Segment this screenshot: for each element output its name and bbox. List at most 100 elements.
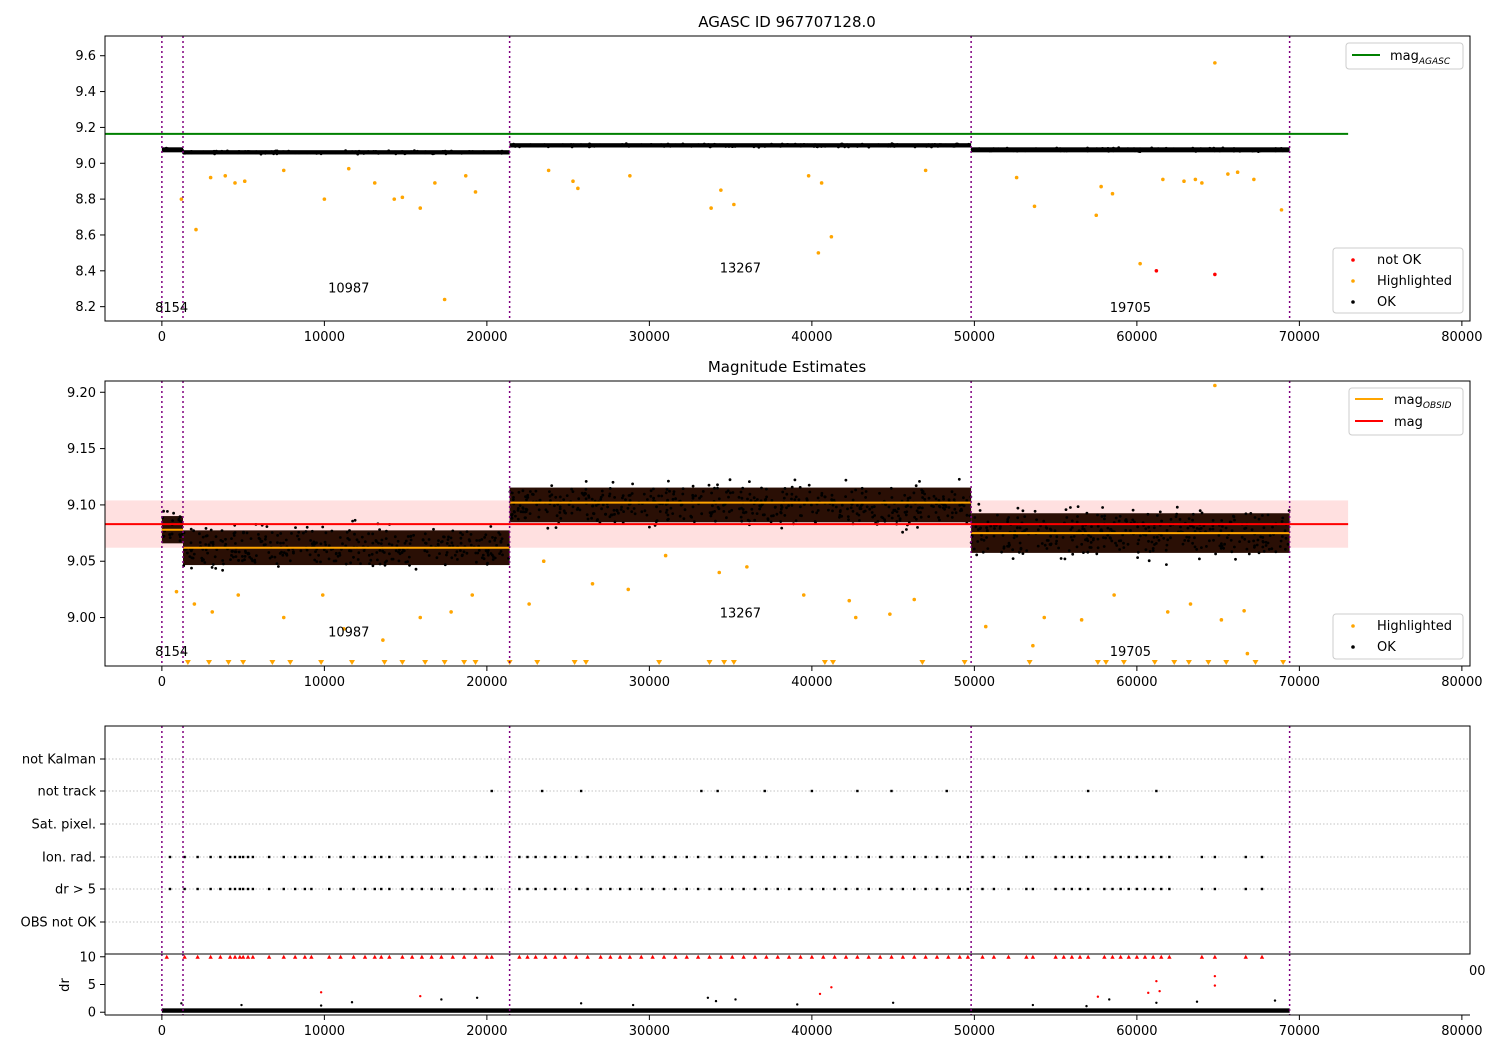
- panel-4-capped-marker: [809, 954, 815, 959]
- panel-2-ok-point: [913, 515, 916, 519]
- panel-4-capped-marker: [372, 954, 377, 959]
- panel-2-ok-point: [1195, 548, 1199, 551]
- panel-2-highlighted-point: [1242, 609, 1246, 613]
- panel-2-ok-point: [512, 496, 515, 499]
- panel-2-ok-point: [1023, 529, 1026, 533]
- panel-1-highlighted-point: [719, 188, 723, 192]
- panel-1-ok-point: [959, 144, 963, 147]
- panel-4-capped-marker: [673, 954, 678, 959]
- panel-1-ok-point: [1201, 147, 1205, 151]
- panel-2-ok-point: [1002, 546, 1006, 550]
- panel-2-ok-point: [500, 537, 504, 541]
- panel-2-ok-point: [1124, 519, 1127, 522]
- panel-2-ok-point: [728, 478, 732, 482]
- panel-1-highlighted-point: [732, 202, 736, 207]
- panel-2-ok-point: [887, 514, 891, 518]
- panel-2-ok-point: [996, 513, 999, 517]
- panel-2-ok-point: [310, 529, 314, 533]
- panel-3-flag-point: [401, 855, 404, 859]
- panel-4-dr-point: [706, 996, 710, 1000]
- panel-2-ok-point: [785, 492, 789, 496]
- panel-2-ok-point: [927, 515, 931, 518]
- panel-2-highlighted-point: [1245, 651, 1250, 656]
- panel-4-xtick-label: 80000: [1441, 1024, 1482, 1039]
- panel-3-flag-point: [1155, 789, 1158, 793]
- panel-1-ytick-label: 8.8: [75, 193, 96, 208]
- panel-2-ok-point: [491, 558, 495, 561]
- panel-4-capped-marker: [218, 954, 223, 959]
- panel-3-flag-point: [380, 855, 383, 859]
- panel-3-flag-point: [1086, 887, 1090, 891]
- panel-2-ok-point: [443, 563, 447, 567]
- panel-1-ok-point: [271, 151, 275, 154]
- panel-2-ok-point: [981, 550, 985, 554]
- panel-2-ok-point: [737, 495, 741, 499]
- panel-3-flag-point: [890, 855, 893, 859]
- panel-2-ok-point: [475, 560, 478, 564]
- panel-1-obsid-label: 8154: [155, 301, 188, 316]
- panel-1-highlighted-point: [1193, 177, 1198, 182]
- panel-1-ok-point: [1197, 147, 1201, 151]
- panel-2-ok-point: [645, 513, 649, 517]
- panel-1-ok-point: [190, 151, 193, 155]
- panel-2-ok-point: [918, 480, 921, 483]
- panel-2-ok-point: [202, 558, 205, 562]
- panel-3-flag-point: [373, 855, 376, 859]
- panel-3-flag-point: [209, 855, 212, 859]
- panel-2-ok-point: [1193, 545, 1197, 549]
- panel-1-ok-point: [1128, 148, 1132, 152]
- panel-3-flag-point: [1062, 887, 1065, 891]
- panel-2-ok-point: [1198, 509, 1202, 512]
- panel-2-ok-point: [209, 541, 213, 544]
- panel-3-flag-point: [913, 887, 916, 891]
- panel-1-ok-point: [571, 143, 575, 147]
- panel-2-ok-point: [1131, 518, 1135, 522]
- panel-3-flag-point: [844, 887, 848, 891]
- panel-2-ok-point: [974, 525, 978, 529]
- panel-2-ok-point: [816, 496, 820, 500]
- panel-2-ok-point: [1218, 544, 1222, 548]
- panel-3-flag-point: [822, 887, 825, 891]
- panel-1-ok-point: [397, 150, 400, 154]
- panel-2-ok-point: [1200, 546, 1203, 549]
- panel-2-ok-point: [499, 540, 503, 544]
- panel-1-ok-point: [302, 150, 306, 154]
- panel-2-ok-point: [1151, 549, 1155, 552]
- panel-2-ok-point: [716, 483, 719, 487]
- panel-1-ok-point: [890, 142, 894, 146]
- panel-3-flag-point: [1111, 887, 1114, 891]
- panel-3-flag-point: [924, 887, 927, 891]
- panel-2-highlighted-point: [745, 565, 749, 569]
- panel-2-ok-point: [1200, 511, 1204, 515]
- panel-2-highlighted-point: [1165, 610, 1170, 614]
- panel-1-ok-point: [490, 151, 493, 155]
- panel-1-ok-point: [1189, 148, 1193, 152]
- panel-2-ok-point: [186, 551, 189, 555]
- panel-2-ok-point: [1082, 551, 1085, 554]
- panel-2-ok-point: [166, 510, 169, 513]
- panel-3-flag-point: [924, 855, 927, 859]
- panel-2-highlighted-point: [342, 627, 346, 631]
- panel-1-ok-point: [1231, 148, 1235, 152]
- panel-2-ok-point: [450, 556, 454, 560]
- panel-4-capped-marker: [227, 954, 233, 959]
- panel-2-ok-point: [871, 515, 875, 519]
- panel-3-flag-point: [410, 887, 414, 891]
- panel-3-flag-point: [810, 887, 814, 891]
- panel-2-ok-point: [1042, 519, 1046, 523]
- panel-1-ok-point: [356, 152, 360, 156]
- panel-2-ok-point: [600, 489, 604, 493]
- panel-2-ok-point: [664, 511, 668, 514]
- panel-2-ok-point: [222, 562, 225, 566]
- panel-2-ok-point: [1049, 528, 1053, 532]
- panel-1-ok-point: [309, 151, 313, 155]
- panel-2-ok-point: [1284, 547, 1287, 551]
- panel-2-ok-point: [232, 532, 236, 535]
- panel-4-capped-marker: [362, 954, 368, 959]
- panel-2-ok-point: [338, 536, 342, 539]
- panel-2-highlighted-point: [801, 593, 806, 597]
- panel-1-highlighted-point: [1161, 177, 1165, 182]
- panel-2-ok-point: [613, 520, 617, 524]
- panel-3-flag-point: [219, 855, 222, 859]
- panel-2-ok-point: [1054, 542, 1058, 545]
